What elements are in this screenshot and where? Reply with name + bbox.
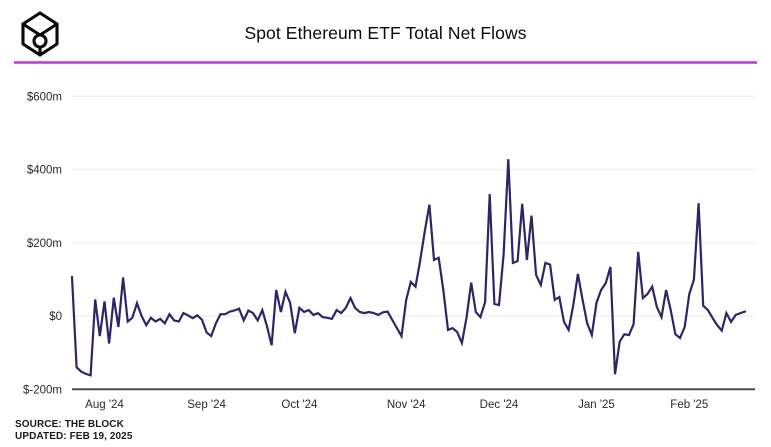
updated-label: UPDATED: FEB 19, 2025	[15, 431, 133, 442]
accent-divider	[14, 61, 757, 64]
header: Spot Ethereum ETF Total Net Flows	[0, 0, 771, 60]
svg-text:$600m: $600m	[27, 91, 62, 103]
chart-title: Spot Ethereum ETF Total Net Flows	[244, 23, 527, 43]
svg-text:$0: $0	[49, 311, 62, 323]
svg-text:Oct '24: Oct '24	[281, 399, 318, 411]
source-label: SOURCE: THE BLOCK	[15, 419, 124, 430]
svg-text:$400m: $400m	[27, 165, 62, 177]
svg-text:Feb '25: Feb '25	[670, 399, 708, 411]
svg-text:Jan '25: Jan '25	[578, 399, 615, 411]
svg-text:Aug '24: Aug '24	[85, 399, 124, 411]
the-block-logo-icon	[21, 11, 59, 57]
svg-text:Sep '24: Sep '24	[187, 399, 226, 411]
svg-text:Nov '24: Nov '24	[387, 399, 426, 411]
svg-text:$-200m: $-200m	[23, 384, 62, 396]
svg-text:$200m: $200m	[27, 238, 62, 250]
svg-text:Dec '24: Dec '24	[480, 399, 519, 411]
source-footer: SOURCE: THE BLOCK UPDATED: FEB 19, 2025	[15, 419, 133, 443]
